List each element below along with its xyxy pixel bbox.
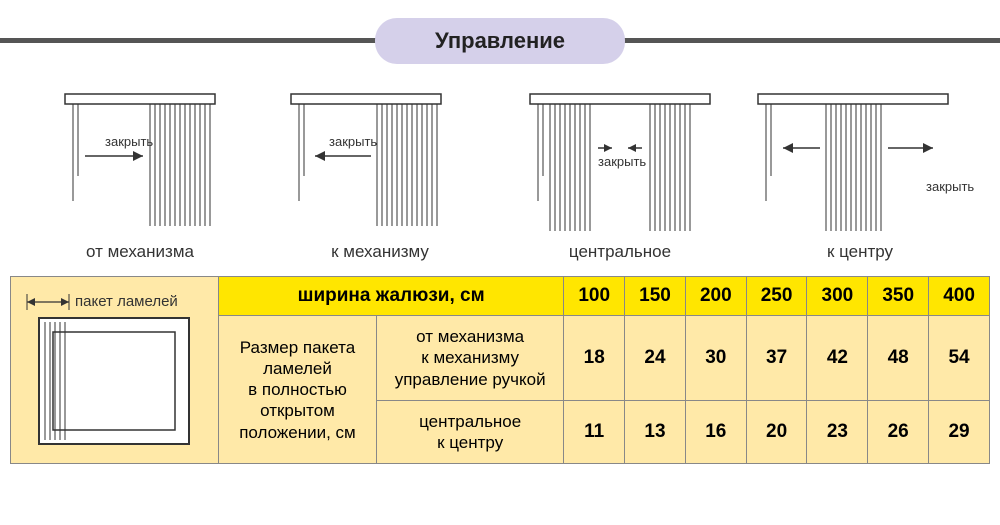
close-label: закрыть xyxy=(105,134,153,149)
value-cell: 24 xyxy=(625,316,686,401)
diagram-to-mechanism: закрыть к механизму xyxy=(268,86,493,262)
close-label: закрыть xyxy=(598,154,646,169)
diagram-to-center: закрыть к центру xyxy=(748,86,973,262)
value-cell: 16 xyxy=(685,400,746,464)
width-col: 200 xyxy=(685,277,746,316)
value-cell: 37 xyxy=(746,316,807,401)
width-col: 100 xyxy=(564,277,625,316)
value-cell: 18 xyxy=(564,316,625,401)
table-header-row: пакет ламелей ширина жалюзи, см 100 150 … xyxy=(11,277,990,316)
header-bar: Управление xyxy=(0,18,1000,68)
table-header-label: ширина жалюзи, см xyxy=(218,277,563,316)
row-main-label: Размер пакета ламелейв полностью открыто… xyxy=(218,316,376,464)
value-cell: 42 xyxy=(807,316,868,401)
row-sub-label: от механизмак механизмууправление ручкой xyxy=(377,316,564,401)
value-cell: 54 xyxy=(929,316,990,401)
diagram-caption: к механизму xyxy=(268,242,493,262)
close-label: закрыть xyxy=(926,179,974,194)
value-cell: 23 xyxy=(807,400,868,464)
diagram-from-mechanism: закрыть от механизма xyxy=(28,86,253,262)
sizing-table-wrap: пакет ламелей ширина жалюзи, см 100 150 … xyxy=(0,270,1000,464)
diagram-caption: к центру xyxy=(748,242,973,262)
value-cell: 13 xyxy=(625,400,686,464)
diagram-caption: центральное xyxy=(508,242,733,262)
sizing-table: пакет ламелей ширина жалюзи, см 100 150 … xyxy=(10,276,990,464)
diagram-central: закрыть центральное xyxy=(508,86,733,262)
page-title-pill: Управление xyxy=(375,18,625,64)
width-col: 350 xyxy=(868,277,929,316)
width-col: 400 xyxy=(929,277,990,316)
diagram-caption: от механизма xyxy=(28,242,253,262)
close-label: закрыть xyxy=(329,134,377,149)
value-cell: 11 xyxy=(564,400,625,464)
width-col: 300 xyxy=(807,277,868,316)
illus-label: пакет ламелей xyxy=(75,293,178,310)
value-cell: 20 xyxy=(746,400,807,464)
value-cell: 26 xyxy=(868,400,929,464)
width-col: 150 xyxy=(625,277,686,316)
value-cell: 48 xyxy=(868,316,929,401)
diagrams-row: закрыть от механизма закрыть к меха xyxy=(0,68,1000,270)
width-col: 250 xyxy=(746,277,807,316)
value-cell: 30 xyxy=(685,316,746,401)
illustration-cell: пакет ламелей xyxy=(11,277,219,464)
value-cell: 29 xyxy=(929,400,990,464)
row-sub-label: центральноек центру xyxy=(377,400,564,464)
